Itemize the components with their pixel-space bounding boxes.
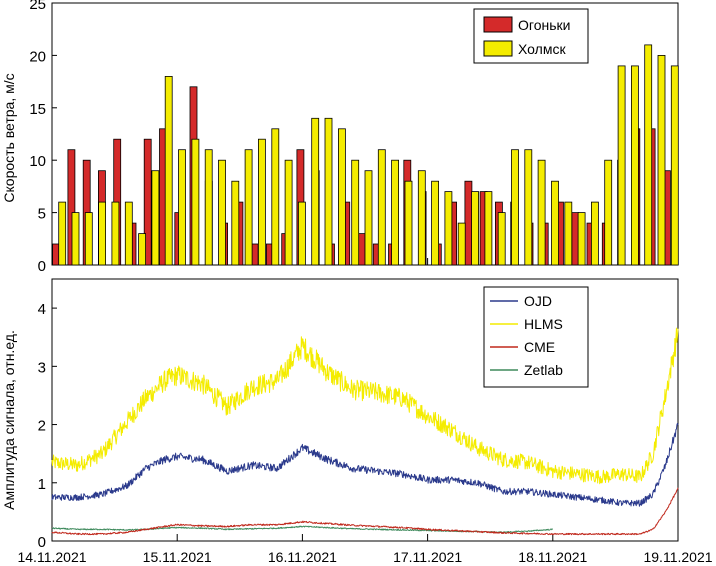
- wind-bar: [577, 212, 586, 266]
- wind-bar: [191, 138, 200, 266]
- legend-label: OJD: [524, 293, 552, 309]
- top-ylabel: Скорость ветра, м/с: [1, 73, 17, 202]
- wind-bar: [111, 201, 120, 266]
- legend-label: HLMS: [524, 316, 563, 332]
- wind-bar: [297, 201, 306, 266]
- wind-bar: [178, 149, 186, 266]
- wind-bar: [604, 159, 613, 266]
- wind-bar: [151, 170, 160, 266]
- xtick-label: 18.11.2021: [518, 549, 587, 565]
- wind-bar: [444, 191, 453, 266]
- legend-label: CME: [524, 339, 555, 355]
- wind-bar: [84, 212, 93, 266]
- wind-bar: [657, 55, 666, 266]
- wind-bar: [617, 65, 626, 266]
- top-ytick-label: 20: [29, 48, 46, 65]
- bottom-ylabel: Амплитуда сигнала, отн.ед.: [1, 330, 17, 510]
- wind-bar: [537, 159, 546, 266]
- top-ytick-label: 5: [38, 206, 46, 223]
- wind-bar: [644, 44, 653, 266]
- wind-bar: [364, 170, 373, 266]
- wind-bar: [497, 212, 506, 266]
- legend-label: Zetlab: [524, 362, 563, 378]
- wind-bar: [524, 149, 533, 266]
- wind-bar: [218, 159, 226, 266]
- wind-bar: [431, 180, 440, 266]
- signal-amplitude-panel: 0 1 2 3 4 14.11.2021 15.11.2021 16.11.2021 17.11…: [17, 278, 713, 565]
- wind-bar: [391, 159, 400, 266]
- wind-bar: [257, 138, 266, 266]
- top-ytick-label: 0: [38, 258, 46, 275]
- wind-bar: [404, 180, 413, 266]
- top-ytick-label: 25: [29, 0, 46, 13]
- wind-bar: [484, 191, 493, 266]
- wind-bar: [244, 149, 253, 266]
- wind-bar: [670, 65, 679, 266]
- wind-bar: [417, 170, 426, 266]
- xtick-label: 19.11.2021: [643, 549, 712, 565]
- wind-bar: [98, 201, 106, 266]
- wind-bar: [271, 128, 280, 266]
- wind-bar: [631, 65, 639, 266]
- xtick-label: 17.11.2021: [393, 549, 462, 565]
- bottom-plot-frame: [51, 278, 679, 542]
- wind-bar: [164, 76, 173, 266]
- wind-bar: [284, 159, 293, 266]
- wind-bar: [511, 149, 519, 266]
- wind-bar: [464, 180, 473, 266]
- wind-bar: [564, 201, 573, 266]
- wind-bar: [143, 138, 152, 266]
- wind-bar: [71, 212, 80, 266]
- signal-line-cme: [51, 487, 679, 536]
- wind-bar: [591, 201, 599, 266]
- legend-swatch: [483, 40, 513, 57]
- xtick-label: 14.11.2021: [17, 549, 86, 565]
- bottom-ytick-label: 0: [38, 534, 46, 551]
- wind-bar: [204, 149, 213, 266]
- wind-bar: [351, 159, 360, 266]
- wind-speed-panel: 0 5 10 15 20 25 Огоньки Холмск: [29, 0, 679, 275]
- bottom-ytick-label: 1: [38, 476, 46, 493]
- legend-label: Холмск: [518, 41, 566, 57]
- wind-bar: [324, 117, 333, 266]
- top-ytick-label: 10: [29, 153, 46, 170]
- wind-bar: [124, 201, 133, 266]
- wind-bar: [67, 149, 76, 266]
- signal-line-ojd: [51, 422, 679, 507]
- wind-bar: [58, 201, 67, 266]
- wind-bar: [231, 180, 240, 266]
- bottom-ytick-label: 4: [38, 301, 46, 318]
- wind-bar: [337, 128, 346, 266]
- xtick-label: 16.11.2021: [268, 549, 337, 565]
- wind-bar: [377, 149, 386, 266]
- wind-bar: [551, 180, 559, 266]
- wind-bar: [311, 117, 320, 266]
- legend-label: Огоньки: [518, 17, 570, 33]
- legend-swatch: [483, 16, 513, 33]
- bottom-ytick-label: 2: [38, 418, 46, 435]
- wind-bar: [471, 191, 480, 266]
- bottom-ytick-label: 3: [38, 359, 46, 376]
- wind-bar: [457, 222, 466, 266]
- wind-bar: [138, 233, 147, 266]
- top-ytick-label: 15: [29, 101, 46, 118]
- xtick-label: 15.11.2021: [143, 549, 212, 565]
- signal-line-hlms: [51, 327, 679, 485]
